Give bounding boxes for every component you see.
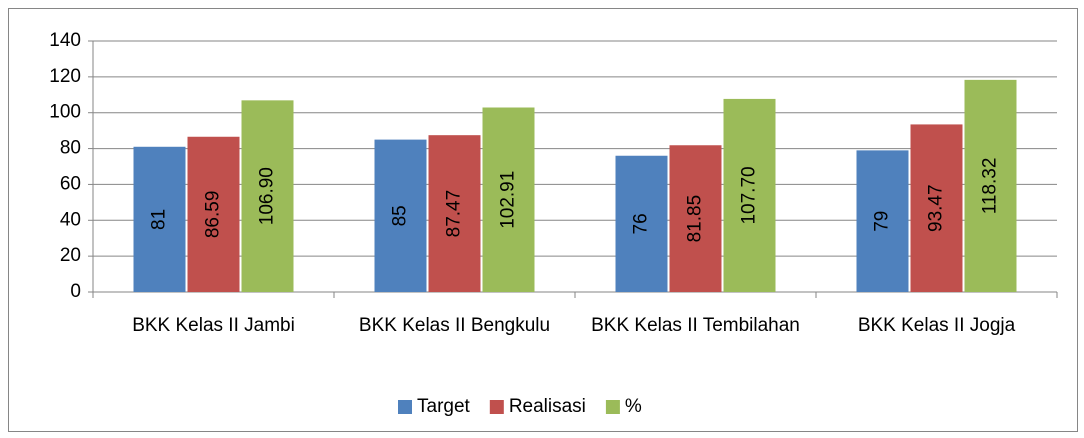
bar: [482, 107, 535, 292]
bar: [856, 150, 909, 292]
data-label: 79: [872, 211, 893, 232]
y-tick-label: 0: [70, 281, 81, 302]
y-tick-label: 100: [49, 102, 81, 123]
bar: [241, 100, 294, 293]
data-label: 93.47: [926, 184, 947, 232]
bar: [374, 139, 427, 292]
y-tick-label: 120: [49, 66, 81, 87]
bar: [133, 146, 186, 292]
data-label: 85: [390, 205, 411, 226]
bar: [910, 124, 963, 292]
legend-swatch: [489, 400, 504, 414]
x-tick-label: BKK Kelas II Jogja: [857, 315, 1016, 336]
bar: [964, 79, 1017, 292]
legend-label: %: [625, 396, 642, 417]
bar: [187, 136, 240, 292]
legend-label: Target: [417, 396, 471, 417]
y-tick-label: 20: [60, 245, 81, 266]
bar: [669, 145, 722, 292]
x-tick-label: BKK Kelas II Bengkulu: [358, 315, 551, 336]
legend-swatch: [605, 400, 620, 414]
y-tick-label: 40: [60, 209, 81, 230]
data-label: 106.90: [257, 167, 278, 225]
data-label: 118.32: [980, 158, 1001, 215]
data-label: 86.59: [203, 191, 224, 239]
data-label: 102.91: [498, 171, 519, 229]
bar: [428, 135, 481, 292]
legend-label: Realisasi: [509, 396, 586, 417]
y-tick-label: 80: [60, 138, 81, 159]
data-label: 76: [631, 213, 652, 234]
data-label: 87.47: [444, 190, 465, 238]
bar: [723, 98, 776, 292]
y-tick-label: 140: [49, 30, 81, 51]
x-tick-label: BKK Kelas II Tembilahan: [591, 315, 800, 336]
data-label: 107.70: [739, 166, 760, 224]
bar: [615, 155, 668, 292]
data-label: 81.85: [685, 195, 706, 243]
data-label: 81: [149, 209, 170, 230]
y-tick-label: 60: [60, 173, 81, 194]
legend-swatch: [398, 400, 412, 414]
x-tick-label: BKK Kelas II Jambi: [132, 315, 295, 336]
